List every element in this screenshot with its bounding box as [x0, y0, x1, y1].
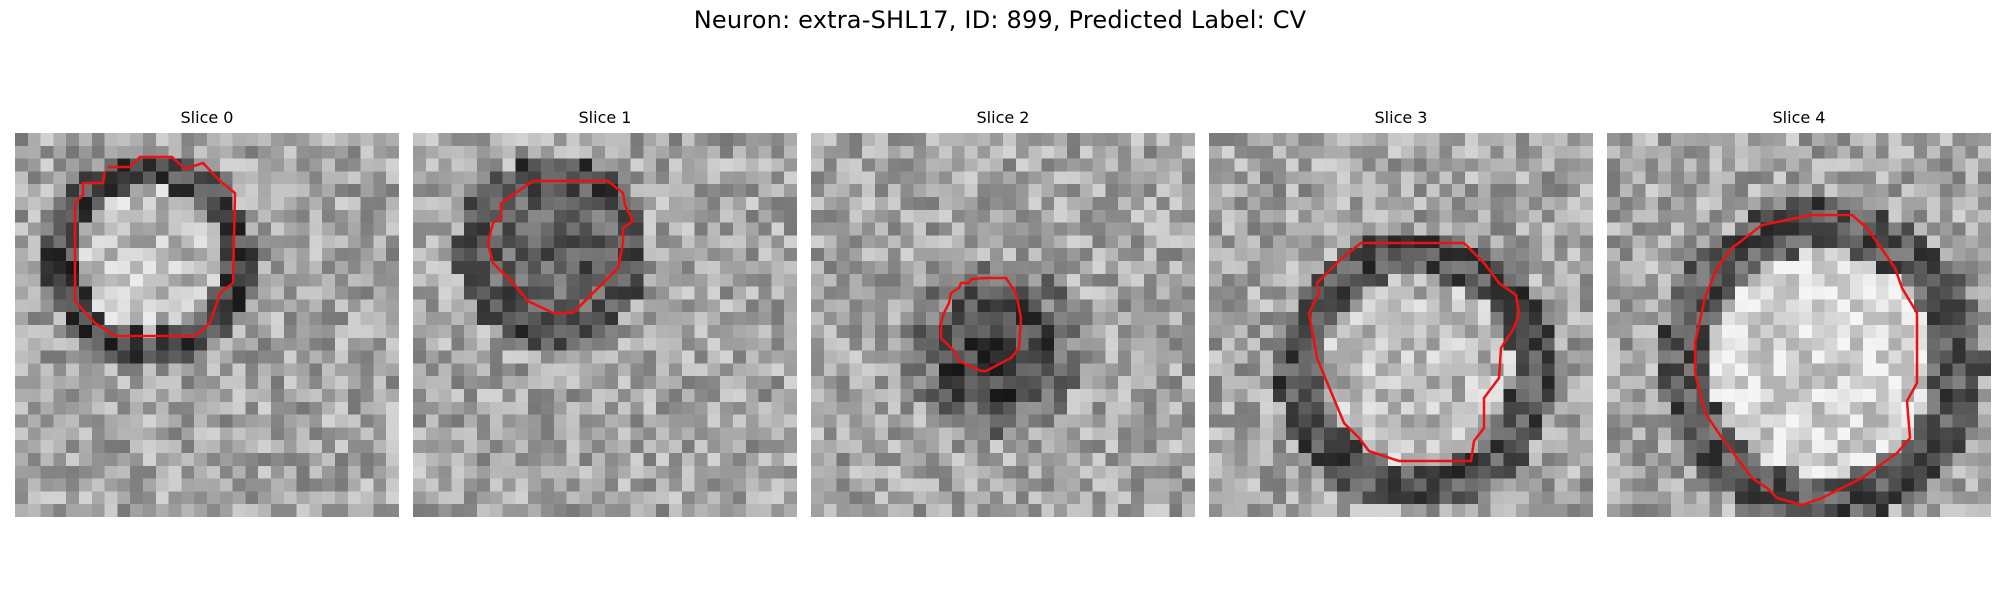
slice-title: Slice 0	[180, 108, 234, 127]
contour-outline	[939, 276, 1023, 373]
contour-outline	[486, 179, 635, 315]
slice-title: Slice 2	[976, 108, 1030, 127]
slice-image	[1209, 133, 1593, 517]
slice-image	[413, 133, 797, 517]
contour-outline	[73, 155, 237, 338]
slice-image	[1607, 133, 1991, 517]
slice-title: Slice 3	[1374, 108, 1428, 127]
slice-image	[811, 133, 1195, 517]
figure-title: Neuron: extra-SHL17, ID: 899, Predicted …	[693, 6, 1307, 34]
contour-outline	[1307, 241, 1521, 463]
slice-image	[15, 133, 399, 517]
slice-title: Slice 4	[1772, 108, 1826, 127]
slice-title: Slice 1	[578, 108, 632, 127]
contour-outline	[1693, 213, 1919, 507]
